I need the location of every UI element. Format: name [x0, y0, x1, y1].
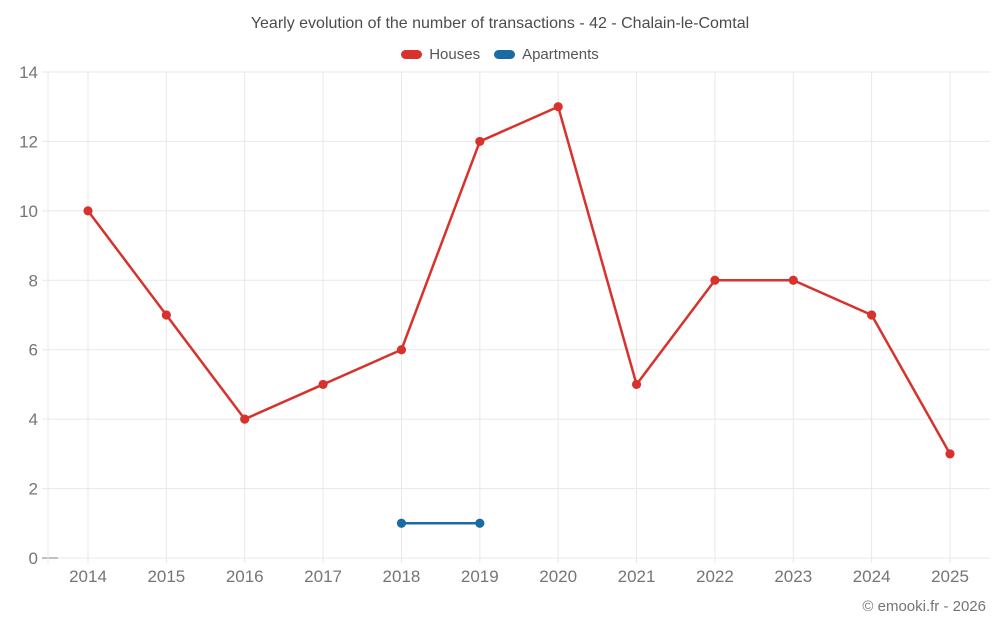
- houses-legend-label: Houses: [429, 46, 481, 63]
- houses-point-2023[interactable]: 2023: 8: [788, 275, 798, 285]
- houses-point-2017[interactable]: 2017: 5: [318, 379, 328, 390]
- houses-point-2021[interactable]: 2021: 5: [631, 379, 642, 390]
- x-tick-label: 2014: [69, 567, 107, 586]
- apartments-legend-swatch: [494, 50, 516, 59]
- y-tick-label: 14: [19, 63, 38, 82]
- legend-item-apartments[interactable]: Apartments: [494, 46, 599, 63]
- houses-legend-swatch: [401, 50, 423, 59]
- y-tick-label: 2: [29, 480, 38, 499]
- houses-point-2016[interactable]: 2016: 4: [240, 414, 250, 424]
- houses-point-2015[interactable]: 2015: 7: [161, 310, 171, 320]
- x-tick-label: 2025: [931, 567, 969, 586]
- x-tick-label: 2019: [461, 567, 499, 586]
- y-tick-label: 8: [29, 271, 38, 290]
- footer-credit: © emooki.fr - 2026: [862, 598, 986, 615]
- y-tick-label: 0: [29, 549, 38, 568]
- houses-point-2024[interactable]: 2024: 7: [867, 310, 877, 320]
- y-tick-label: 10: [19, 202, 38, 221]
- x-tick-label: 2016: [226, 567, 264, 586]
- houses-line: [86, 105, 952, 456]
- x-tick-label: 2017: [304, 567, 342, 586]
- houses-point-2018[interactable]: 2018: 6: [396, 345, 407, 355]
- x-tick-label: 2022: [696, 567, 734, 586]
- chart-title: Yearly evolution of the number of transa…: [250, 15, 750, 32]
- houses-point-2022[interactable]: 2022: 8: [710, 275, 720, 285]
- y-tick-label: 12: [19, 132, 38, 151]
- houses-point-2020[interactable]: 2020: 13: [553, 102, 563, 112]
- chart-legend: Houses Apartments: [0, 46, 1000, 63]
- houses-point-2014[interactable]: 2014: 10: [83, 206, 93, 216]
- x-tick-label: 2018: [383, 567, 421, 586]
- y-tick-label: 4: [29, 410, 38, 429]
- x-tick-label: 2023: [774, 567, 812, 586]
- legend-item-houses[interactable]: Houses: [401, 46, 480, 63]
- x-tick-label: 2024: [853, 567, 891, 586]
- apartments-point-2018[interactable]: 2018: 1: [396, 518, 407, 528]
- apartments-legend-label: Apartments: [522, 46, 599, 63]
- x-tick-label: 2021: [618, 567, 656, 586]
- y-tick-label: 6: [29, 341, 38, 360]
- houses-point-2019[interactable]: 2019: 12: [475, 136, 485, 147]
- apartments-point-2019[interactable]: 2019: 1: [475, 518, 485, 528]
- x-tick-label: 2020: [539, 567, 577, 586]
- houses-point-2025[interactable]: 2025: 3: [945, 449, 955, 459]
- x-tick-label: 2015: [147, 567, 185, 586]
